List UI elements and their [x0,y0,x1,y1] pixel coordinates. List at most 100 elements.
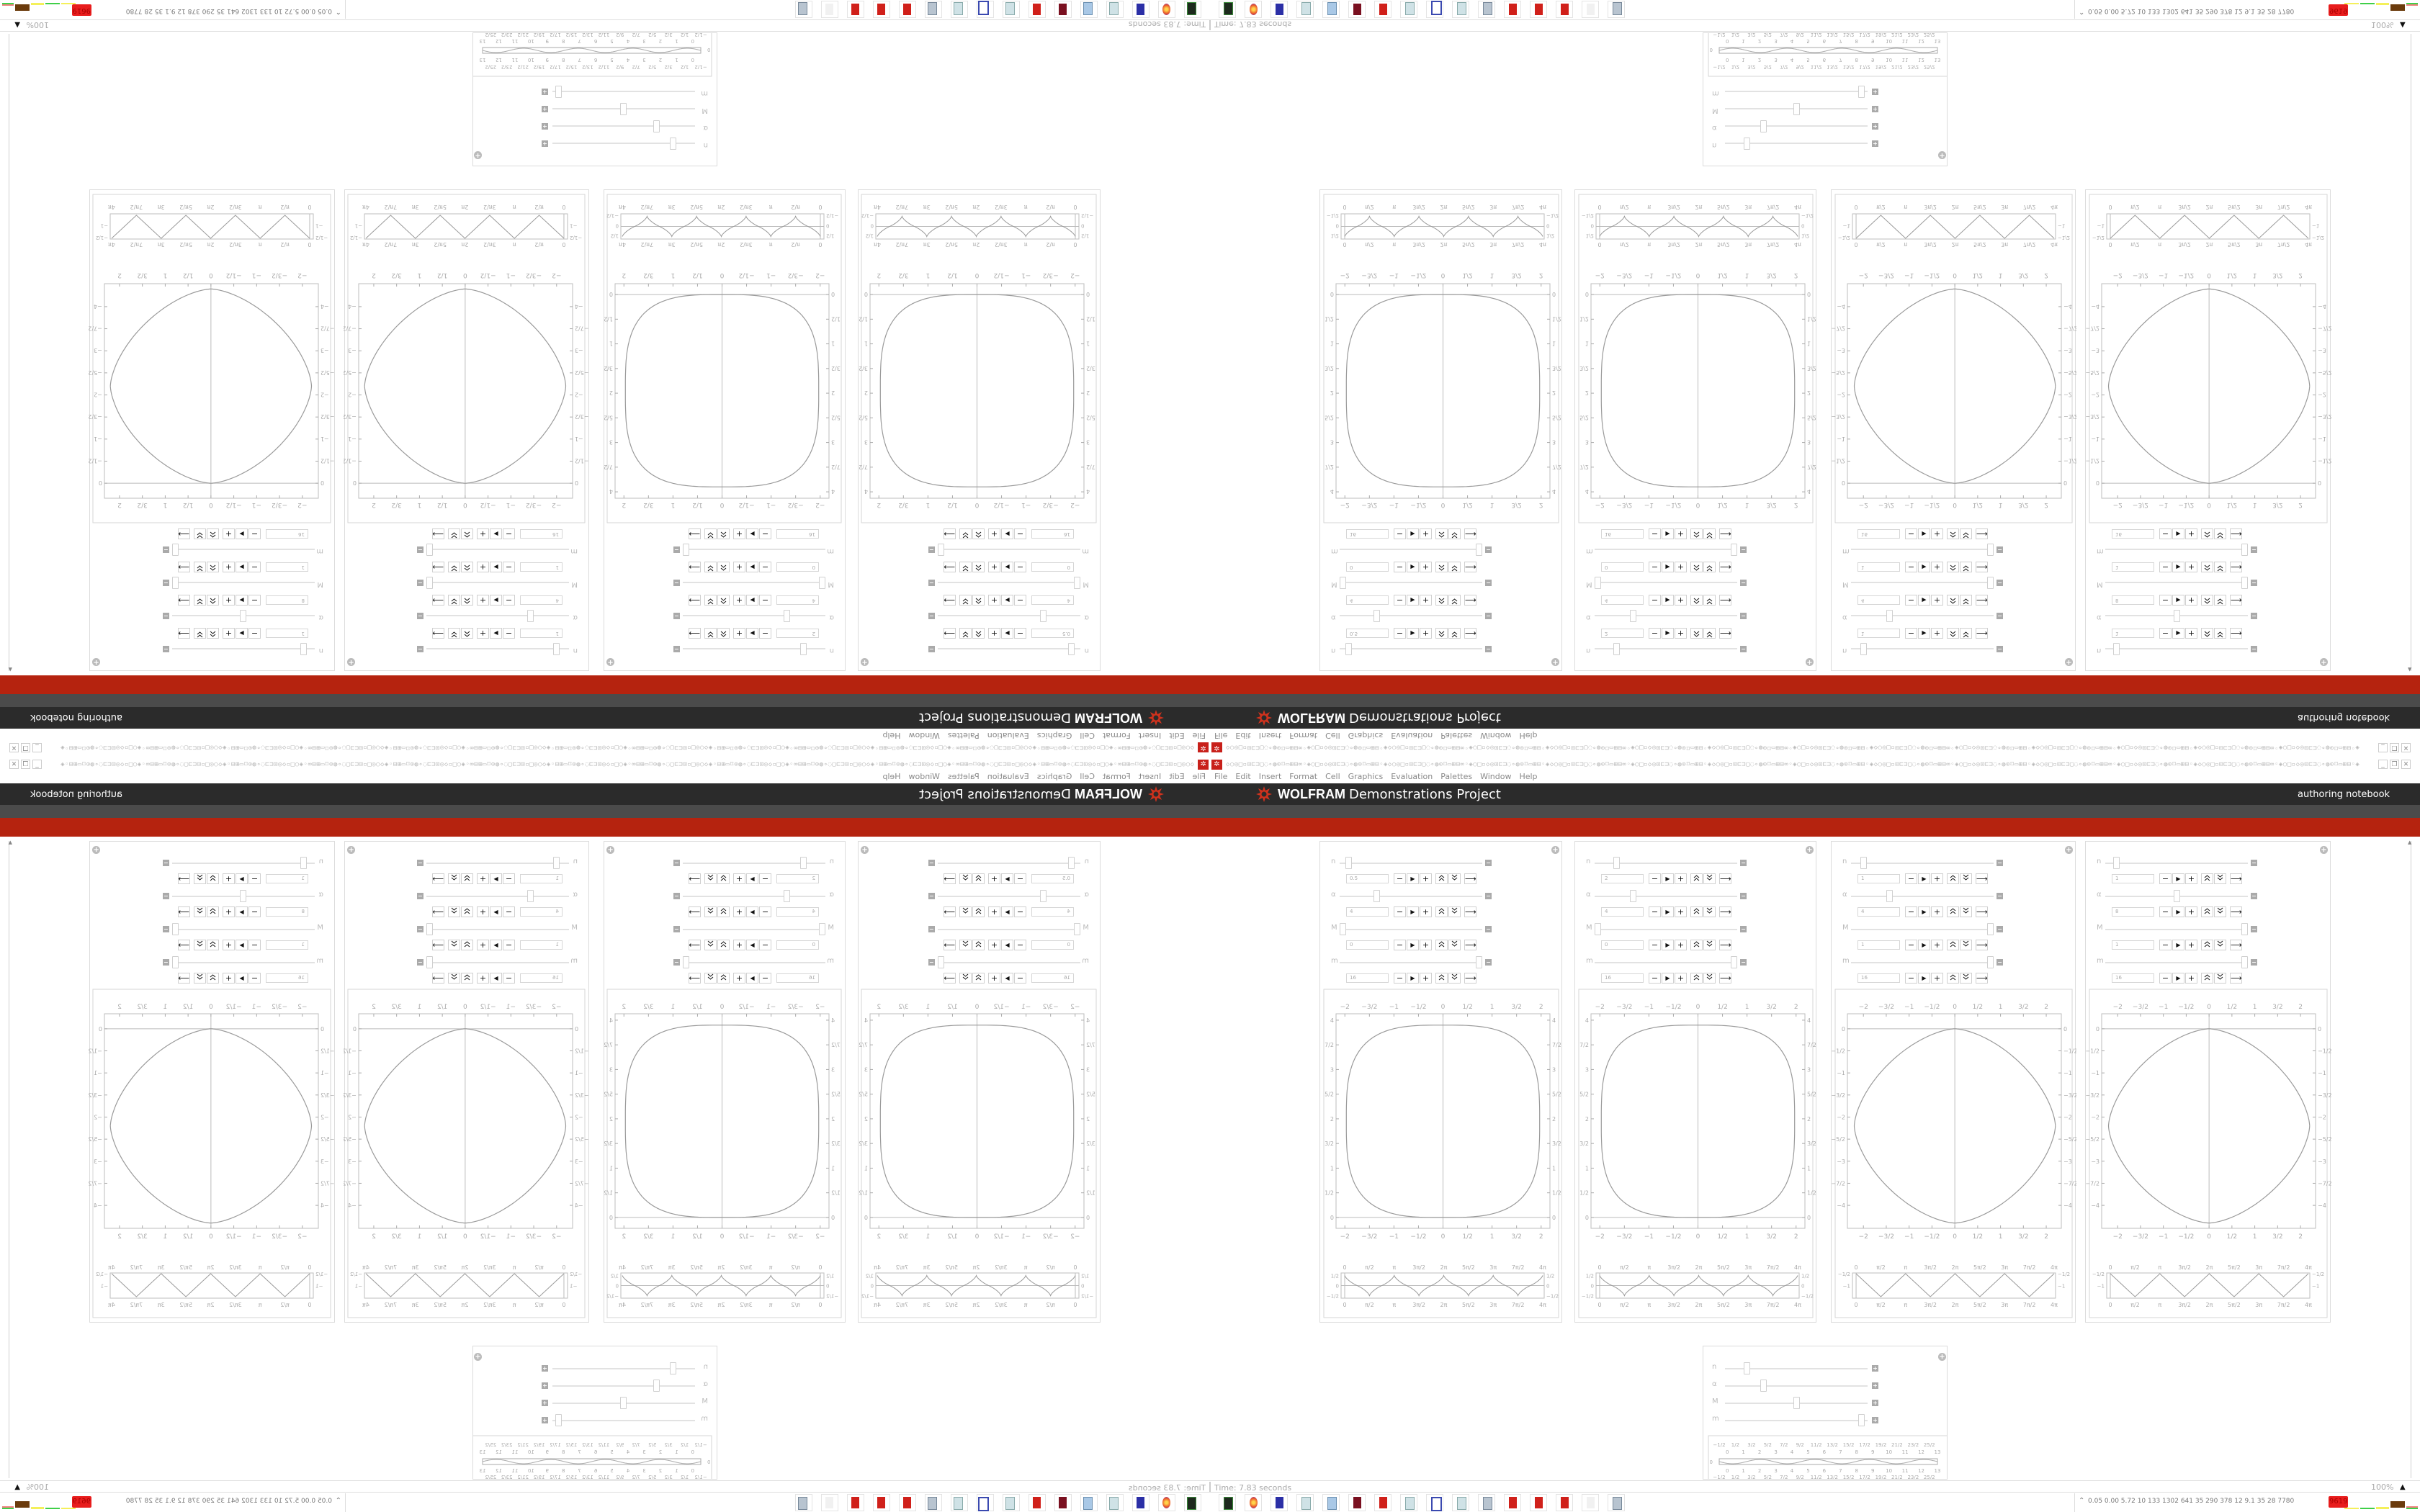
options-plus-icon[interactable]: + [2320,846,2328,854]
decrement-button[interactable]: − [1394,973,1406,984]
taskbar-calculator-button[interactable] [1080,1,1098,18]
taskbar-terminal-button[interactable] [1219,1,1236,18]
play-button[interactable]: ▶ [1918,906,1930,917]
slower-button[interactable] [194,973,206,984]
collapse-controls-button[interactable]: − [1485,926,1492,932]
faster-button[interactable] [461,973,473,984]
faster-button[interactable] [207,528,219,539]
faster-button[interactable] [972,628,985,639]
zoom-level[interactable]: 100% [26,20,49,30]
zoom-menu-arrow-icon[interactable]: ▲ [14,1483,20,1491]
faster-button[interactable] [972,528,985,539]
taskbar-notepad-button[interactable] [1003,1494,1020,1511]
direction-button[interactable]: ⟶ [1719,873,1731,884]
faster-button[interactable] [1435,873,1448,884]
menu-evaluation[interactable]: Evaluation [1391,772,1433,781]
slower-button[interactable] [959,528,972,539]
faster-button[interactable] [1435,973,1448,984]
faster-button[interactable] [1947,940,1959,950]
taskbar-scroll-button[interactable] [1478,1494,1495,1511]
slower-button[interactable] [959,595,972,606]
menu-file[interactable]: File [1192,772,1206,781]
wolfram-icon[interactable]: ✲ [1211,742,1222,752]
zoom-menu-arrow-icon[interactable]: ▲ [14,21,20,29]
tray-expand-icon[interactable]: ⌃ [2079,1497,2085,1505]
slower-button[interactable] [448,906,460,917]
restore-button[interactable]: ❐ [2390,743,2399,752]
slider-thumb[interactable] [1987,923,1994,935]
direction-button[interactable]: ⟶ [1719,940,1731,950]
play-button[interactable]: ▶ [2172,906,2184,917]
faster-button[interactable] [1435,562,1448,572]
increment-button[interactable]: + [1420,973,1432,984]
authoring-notebook-link[interactable]: authoring notebook [2298,789,2390,800]
slower-button[interactable] [1703,906,1716,917]
slower-button[interactable] [194,906,206,917]
slower-button[interactable] [194,940,206,950]
faster-button[interactable] [461,628,473,639]
faster-button[interactable] [972,940,985,950]
play-button[interactable]: ▶ [1918,973,1930,984]
restore-button[interactable]: ❐ [21,743,30,752]
faster-button[interactable] [2201,628,2213,639]
taskbar-faded-app-button[interactable] [821,1,838,18]
taskbar-wolfram-button[interactable] [899,1494,916,1511]
restore-button[interactable]: ❐ [21,760,30,769]
direction-button[interactable]: ⟶ [2230,906,2242,917]
faster-button[interactable] [2201,528,2213,539]
menu-format[interactable]: Format [1102,772,1131,781]
faster-button[interactable] [1435,906,1448,917]
decrement-button[interactable]: − [2159,973,2172,984]
faster-button[interactable] [207,595,219,606]
direction-button[interactable]: ⟶ [2230,940,2242,950]
zoom-level[interactable]: 100% [2371,1482,2394,1492]
taskbar-scroll-button[interactable] [1478,1,1495,18]
faster-button[interactable] [207,628,219,639]
tray-expand-icon[interactable]: ⌃ [2079,7,2085,15]
menu-graphics[interactable]: Graphics [1348,772,1384,781]
taskbar-firefox-button[interactable] [1245,1,1262,18]
slider-thumb[interactable] [2241,923,2248,935]
slower-button[interactable] [1960,562,1972,572]
collapse-controls-button[interactable]: − [2251,959,2257,966]
collapse-controls-button[interactable]: − [1996,959,2003,966]
slower-button[interactable] [1960,940,1972,950]
menu-palettes[interactable]: Palettes [1440,731,1473,740]
slider-track[interactable] [1340,863,1482,864]
taskbar-floppy-save-button[interactable] [1132,1,1150,18]
direction-button[interactable]: ⟶ [2230,873,2242,884]
value-input[interactable]: 1 [1857,940,1900,950]
slower-button[interactable] [704,973,717,984]
menu-format[interactable]: Format [1289,772,1318,781]
taskbar-window-button[interactable] [977,1,994,18]
faster-button[interactable] [717,528,730,539]
slider-thumb[interactable] [1760,1380,1767,1392]
slower-button[interactable] [1960,595,1972,606]
taskbar-wolfram-button[interactable] [873,1494,890,1511]
menu-edit[interactable]: Edit [1235,772,1251,781]
tray-alert-badge[interactable]: 9619 [71,1496,91,1508]
slower-button[interactable] [959,628,972,639]
taskbar-floppy-save-button[interactable] [1270,1494,1288,1511]
menu-graphics[interactable]: Graphics [1036,731,1072,740]
slower-button[interactable] [1448,528,1461,539]
value-input[interactable]: 1 [2112,874,2154,883]
faster-button[interactable] [2201,973,2213,984]
slower-button[interactable] [959,562,972,572]
direction-button[interactable]: ⟶ [1719,906,1731,917]
direction-button[interactable]: ⟶ [2230,973,2242,984]
play-button[interactable]: ▶ [1662,873,1674,884]
menu-file[interactable]: File [1214,731,1228,740]
increment-button[interactable]: + [2185,940,2197,950]
collapse-controls-button[interactable]: − [1996,893,2003,899]
value-input[interactable]: 1 [2112,940,2154,950]
slider-thumb[interactable] [1886,890,1894,902]
slider-thumb[interactable] [1731,956,1737,968]
menu-window[interactable]: Window [908,731,940,740]
taskbar-scroll-button[interactable] [925,1,942,18]
play-button[interactable]: ▶ [1407,906,1419,917]
authoring-notebook-link[interactable]: authoring notebook [30,789,122,800]
faster-button[interactable] [1690,628,1703,639]
options-plus-icon[interactable]: + [1806,846,1814,854]
